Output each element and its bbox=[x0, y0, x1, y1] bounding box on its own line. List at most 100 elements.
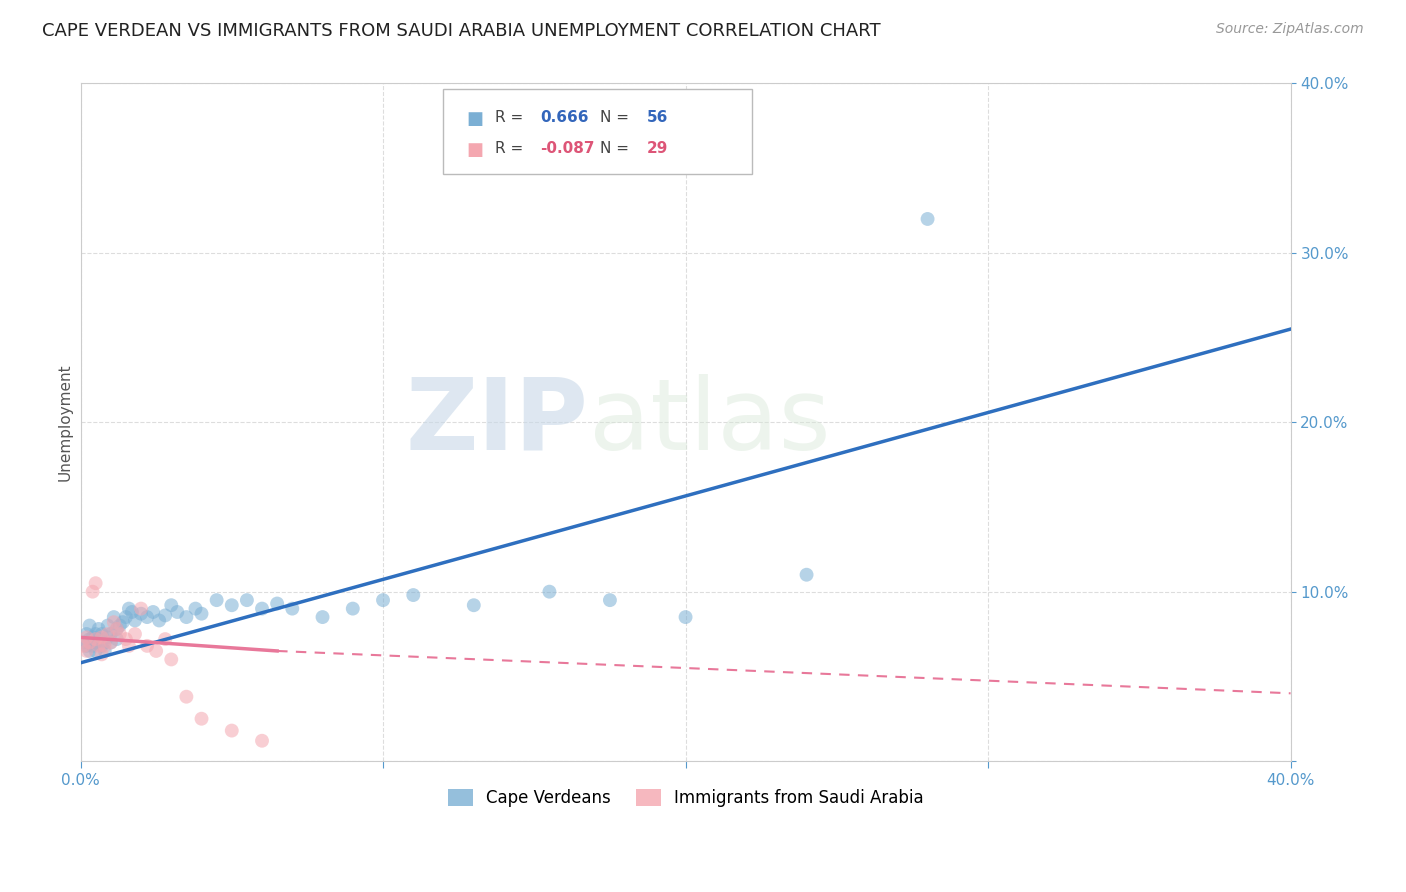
Point bbox=[84, 644, 107, 658]
Text: 29: 29 bbox=[647, 141, 668, 156]
Point bbox=[190, 607, 212, 621]
Point bbox=[155, 608, 177, 623]
Point bbox=[538, 584, 561, 599]
Point bbox=[145, 644, 167, 658]
Point bbox=[136, 639, 159, 653]
Point bbox=[76, 631, 98, 645]
Point bbox=[371, 593, 394, 607]
Point bbox=[266, 597, 288, 611]
Point bbox=[82, 631, 104, 645]
Text: N =: N = bbox=[600, 141, 630, 156]
Point bbox=[205, 593, 228, 607]
Point bbox=[118, 639, 141, 653]
Point bbox=[166, 605, 188, 619]
Point bbox=[76, 627, 98, 641]
Point bbox=[160, 598, 183, 612]
Text: ZIP: ZIP bbox=[406, 374, 589, 471]
Point bbox=[121, 605, 143, 619]
Legend: Cape Verdeans, Immigrants from Saudi Arabia: Cape Verdeans, Immigrants from Saudi Ara… bbox=[441, 782, 931, 814]
Point bbox=[160, 652, 183, 666]
Point bbox=[402, 588, 425, 602]
Point bbox=[79, 632, 101, 646]
Point bbox=[103, 610, 125, 624]
Point bbox=[90, 648, 112, 662]
Text: atlas: atlas bbox=[589, 374, 831, 471]
Point bbox=[281, 601, 304, 615]
Point bbox=[84, 627, 107, 641]
Point bbox=[250, 601, 273, 615]
Point bbox=[105, 632, 128, 646]
Text: -0.087: -0.087 bbox=[540, 141, 595, 156]
Point bbox=[108, 627, 131, 641]
Point bbox=[599, 593, 621, 607]
Point bbox=[129, 607, 152, 621]
Point bbox=[79, 635, 101, 649]
Point bbox=[176, 610, 198, 624]
Text: ■: ■ bbox=[467, 141, 484, 159]
Point bbox=[105, 622, 128, 636]
Text: N =: N = bbox=[600, 110, 630, 125]
Text: 56: 56 bbox=[647, 110, 668, 125]
Point bbox=[124, 627, 146, 641]
Point bbox=[236, 593, 259, 607]
Point bbox=[72, 635, 94, 649]
Point bbox=[72, 639, 94, 653]
Point bbox=[118, 601, 141, 615]
Point bbox=[87, 639, 110, 653]
Point bbox=[87, 632, 110, 646]
Point bbox=[184, 601, 207, 615]
Point bbox=[79, 644, 101, 658]
Text: CAPE VERDEAN VS IMMIGRANTS FROM SAUDI ARABIA UNEMPLOYMENT CORRELATION CHART: CAPE VERDEAN VS IMMIGRANTS FROM SAUDI AR… bbox=[42, 22, 880, 40]
Point bbox=[76, 639, 98, 653]
Point bbox=[103, 615, 125, 629]
Point bbox=[142, 605, 165, 619]
Point bbox=[148, 614, 170, 628]
Point bbox=[221, 598, 243, 612]
Point bbox=[155, 632, 177, 646]
Point bbox=[176, 690, 198, 704]
Point bbox=[108, 618, 131, 632]
Point bbox=[311, 610, 333, 624]
Point bbox=[115, 610, 138, 624]
Point bbox=[84, 576, 107, 591]
Point bbox=[111, 615, 134, 629]
Point bbox=[136, 610, 159, 624]
Y-axis label: Unemployment: Unemployment bbox=[58, 363, 72, 481]
Point bbox=[97, 631, 120, 645]
Point bbox=[93, 635, 115, 649]
Point bbox=[675, 610, 697, 624]
Point bbox=[463, 598, 485, 612]
Text: 0.666: 0.666 bbox=[540, 110, 588, 125]
Point bbox=[100, 627, 122, 641]
Point bbox=[105, 622, 128, 636]
Point bbox=[115, 632, 138, 646]
Text: R =: R = bbox=[495, 110, 523, 125]
Point bbox=[84, 632, 107, 646]
Point bbox=[90, 639, 112, 653]
Point bbox=[97, 618, 120, 632]
Point bbox=[250, 733, 273, 747]
Point bbox=[84, 635, 107, 649]
Point bbox=[100, 635, 122, 649]
Point bbox=[93, 644, 115, 658]
Point bbox=[93, 639, 115, 653]
Point bbox=[79, 618, 101, 632]
Point bbox=[342, 601, 364, 615]
Text: Source: ZipAtlas.com: Source: ZipAtlas.com bbox=[1216, 22, 1364, 37]
Point bbox=[796, 567, 818, 582]
Point bbox=[124, 614, 146, 628]
Text: ■: ■ bbox=[467, 110, 484, 128]
Point bbox=[221, 723, 243, 738]
Point bbox=[82, 639, 104, 653]
Text: R =: R = bbox=[495, 141, 523, 156]
Point bbox=[190, 712, 212, 726]
Point bbox=[76, 644, 98, 658]
Point bbox=[917, 211, 939, 226]
Point bbox=[90, 627, 112, 641]
Point bbox=[90, 631, 112, 645]
Point bbox=[97, 627, 120, 641]
Point bbox=[82, 584, 104, 599]
Point bbox=[129, 601, 152, 615]
Point bbox=[87, 622, 110, 636]
Point bbox=[100, 635, 122, 649]
